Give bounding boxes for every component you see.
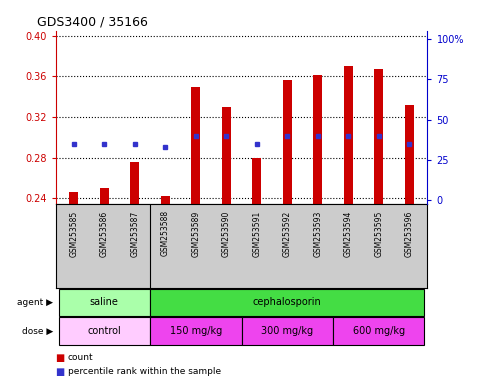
Text: control: control bbox=[87, 326, 121, 336]
Text: 300 mg/kg: 300 mg/kg bbox=[261, 326, 313, 336]
Text: 600 mg/kg: 600 mg/kg bbox=[353, 326, 405, 336]
Text: count: count bbox=[68, 353, 93, 362]
Bar bbox=[283, 79, 292, 204]
Bar bbox=[252, 158, 261, 204]
Bar bbox=[161, 196, 170, 204]
Text: GSM253591: GSM253591 bbox=[252, 210, 261, 257]
Text: GSM253586: GSM253586 bbox=[100, 210, 109, 257]
Bar bbox=[100, 188, 109, 204]
Text: GSM253585: GSM253585 bbox=[70, 210, 78, 257]
Text: GSM253589: GSM253589 bbox=[191, 210, 200, 257]
Bar bbox=[69, 192, 78, 204]
Text: agent ▶: agent ▶ bbox=[17, 298, 53, 307]
Text: GSM253595: GSM253595 bbox=[374, 210, 383, 257]
Text: ■: ■ bbox=[56, 366, 65, 377]
Bar bbox=[58, 317, 150, 345]
Bar bbox=[242, 317, 333, 345]
Text: dose ▶: dose ▶ bbox=[22, 327, 53, 336]
Text: GSM253594: GSM253594 bbox=[344, 210, 353, 257]
Text: GSM253596: GSM253596 bbox=[405, 210, 413, 257]
Text: GDS3400 / 35166: GDS3400 / 35166 bbox=[37, 15, 148, 28]
Text: GSM253588: GSM253588 bbox=[161, 210, 170, 257]
Bar bbox=[150, 289, 425, 316]
Bar bbox=[405, 105, 414, 204]
Text: GSM253590: GSM253590 bbox=[222, 210, 231, 257]
Bar bbox=[191, 87, 200, 204]
Text: GSM253592: GSM253592 bbox=[283, 210, 292, 257]
Text: 150 mg/kg: 150 mg/kg bbox=[170, 326, 222, 336]
Bar bbox=[130, 162, 140, 204]
Text: saline: saline bbox=[90, 297, 119, 308]
Bar bbox=[222, 107, 231, 204]
Text: GSM253593: GSM253593 bbox=[313, 210, 322, 257]
Bar bbox=[374, 70, 383, 204]
Text: GSM253587: GSM253587 bbox=[130, 210, 139, 257]
Bar bbox=[343, 66, 353, 204]
Bar bbox=[333, 317, 425, 345]
Bar bbox=[313, 75, 322, 204]
Text: percentile rank within the sample: percentile rank within the sample bbox=[68, 367, 221, 376]
Text: cephalosporin: cephalosporin bbox=[253, 297, 322, 308]
Bar bbox=[58, 289, 150, 316]
Text: ■: ■ bbox=[56, 353, 65, 363]
Bar bbox=[150, 317, 242, 345]
